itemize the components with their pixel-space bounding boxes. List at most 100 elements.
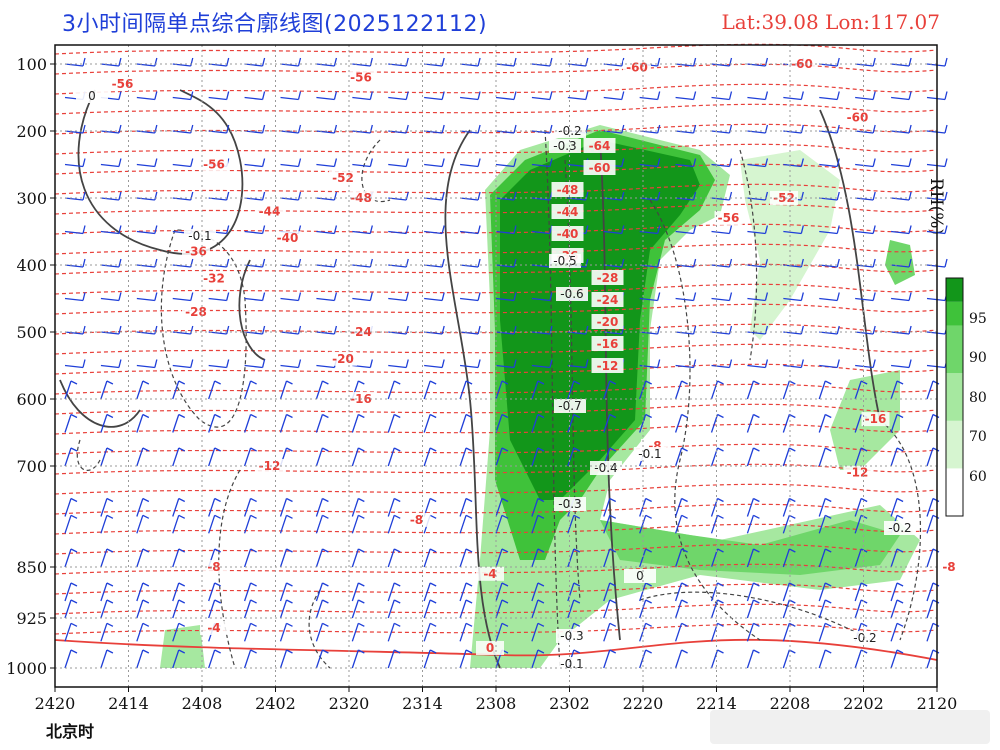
wind-barb-9 [226, 57, 230, 67]
wind-barb-357 [178, 548, 186, 553]
wind-barb-541 [800, 91, 804, 100]
wind-barb-355 [142, 548, 150, 553]
wind-barb-864 [315, 515, 324, 534]
wind-barb-957 [178, 622, 186, 627]
wind-barb-812 [279, 498, 288, 517]
temp-col-label-4: -40 [557, 227, 579, 241]
wind-barb-456 [172, 649, 180, 669]
wind-barb-909 [214, 582, 221, 587]
wind-barb-94 [855, 130, 874, 134]
wind-barb-650 [64, 297, 84, 302]
wind-barb-849 [932, 497, 940, 503]
wind-barb-688 [747, 297, 766, 302]
wind-barb-318 [387, 447, 395, 467]
wind-barb-651 [82, 292, 86, 301]
wind-barb-76 [531, 130, 550, 134]
wind-barb-805 [142, 497, 150, 503]
wind-barb-789 [753, 413, 760, 419]
wind-barb-960 [243, 623, 252, 642]
wind-barb-306 [172, 447, 180, 467]
wind-barb-600 [64, 230, 84, 235]
wind-barb-780 [603, 414, 611, 433]
wind-barb-365 [322, 548, 329, 553]
wind-barb-11 [261, 57, 266, 67]
wind-barb-602 [100, 230, 119, 235]
wind-barb-835 [681, 497, 688, 503]
temp-label-0: -56 [112, 77, 134, 91]
wind-barb-626 [531, 230, 550, 235]
omega-contour-10 [649, 199, 761, 641]
wind-barb-268 [387, 380, 395, 400]
wind-barb-853 [106, 514, 114, 519]
wind-barb-252 [100, 380, 108, 400]
wind-barb-961 [250, 622, 257, 627]
wind-barb-417 [358, 599, 365, 604]
wind-barb-235 [692, 325, 697, 335]
wind-barb-488 [746, 649, 755, 669]
wind-barb-51 [82, 124, 86, 134]
wind-barb-189 [764, 258, 769, 268]
wind-barb-289 [753, 380, 760, 385]
wind-barb-716 [352, 364, 371, 369]
wind-barb-618 [388, 230, 407, 235]
wind-barb-205 [154, 325, 158, 335]
wind-barb-809 [214, 497, 221, 503]
wind-barb-851 [70, 514, 78, 519]
wind-barb-545 [872, 91, 876, 100]
wind-barb-326 [531, 447, 539, 467]
wind-barb-211 [261, 325, 266, 335]
chart-title: 3小时间隔单点综合廓线图(2025122112) [62, 12, 488, 37]
wind-barb-201 [82, 325, 86, 335]
wind-barb-794 [854, 414, 862, 433]
wind-barb-29 [585, 57, 589, 67]
wind-barb-223 [477, 325, 481, 335]
wind-barb-463 [286, 649, 293, 654]
wind-barb-779 [573, 413, 581, 419]
temp-col-bg-2 [551, 182, 584, 197]
wind-barb-210 [244, 331, 263, 335]
wind-barb-777 [537, 413, 545, 419]
wind-barb-736 [711, 364, 730, 369]
wind-barb-719 [405, 359, 409, 368]
wind-barb-287 [717, 380, 724, 385]
wind-barb-511 [261, 91, 266, 100]
wind-barb-54 [136, 130, 155, 134]
wind-barb-676 [531, 297, 550, 302]
wind-barb-225 [513, 325, 517, 335]
wind-barb-401 [70, 599, 78, 604]
omega-contour-6 [444, 129, 501, 669]
temp-line-28 [54, 603, 938, 615]
wind-barb-570 [424, 163, 443, 168]
wind-barb-696 [891, 297, 910, 302]
wind-barb-316 [351, 447, 359, 467]
wind-barb-894 [854, 515, 862, 534]
wind-barb-968 [387, 623, 395, 642]
wind-barb-949 [932, 582, 940, 587]
wind-barb-187 [728, 258, 733, 268]
wind-barb-24 [495, 63, 515, 67]
wind-barb-634 [675, 230, 694, 235]
omega-label-bg-10 [884, 521, 916, 535]
x-tick-label-2314: 2314 [402, 694, 443, 713]
wind-barb-522 [460, 96, 479, 101]
wind-barb-244 [855, 331, 874, 335]
wind-barb-596 [891, 163, 910, 168]
wind-barb-131 [621, 191, 625, 201]
wind-barb-735 [692, 359, 697, 368]
wind-barb-360 [243, 548, 252, 568]
wind-barb-609 [226, 225, 230, 234]
wind-barb-943 [824, 582, 832, 587]
wind-barb-806 [172, 498, 180, 517]
wind-barb-802 [100, 498, 108, 517]
axes-layer: 2420 2414 2408 2402 2320 2314 2308 2302 2220 2214… [6, 44, 957, 713]
wind-barb-905 [142, 582, 150, 587]
y-tick-label-600: 600 [16, 390, 47, 409]
wind-barb-352 [100, 548, 108, 568]
colorbar-step-1 [946, 420, 963, 469]
wind-barb-361 [250, 548, 257, 553]
temp-label-bg-23 [714, 211, 743, 226]
wind-barb-824 [495, 498, 503, 517]
wind-barb-207 [190, 325, 194, 335]
wind-barb-857 [178, 514, 186, 519]
wind-barb-712 [280, 364, 299, 369]
